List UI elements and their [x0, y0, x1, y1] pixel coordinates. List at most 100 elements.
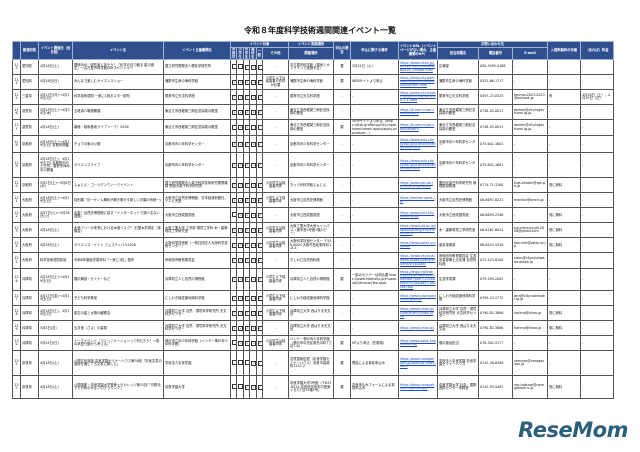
contact-tel: 079-559-2002: [477, 268, 513, 292]
page-title: 令和８年度科学技術週間関連イベント一覧: [244, 26, 396, 35]
event-name: 五月食（さよ）の星祭: [72, 320, 164, 337]
event-url[interactable]: https://e-omi-muse.com/tanken/: [397, 104, 438, 121]
event-name: 展示解説・セミナーなど: [72, 268, 164, 292]
checked-box-icon: ✓: [257, 197, 262, 203]
checked-box-icon: ✓: [238, 94, 243, 100]
checked-box-icon: ✓: [232, 295, 236, 301]
checked-box-icon: ✓: [238, 182, 243, 188]
row-number: 125: [12, 252, 21, 270]
target-other: -: [261, 320, 289, 337]
checked-box-icon: ✓: [257, 384, 262, 390]
fee: -: [579, 375, 614, 400]
free-admission: -: [546, 252, 581, 270]
fee: -: [579, 207, 614, 224]
free-admission: -: [546, 59, 581, 76]
checked-box-icon: ✓: [244, 79, 249, 85]
target-other: -: [261, 375, 289, 400]
row-number: 116: [12, 104, 21, 121]
event-url[interactable]: https://www.edu.city.kyoto.jp/science/ev…: [397, 135, 438, 154]
checked-box-icon: ✓: [257, 227, 262, 233]
checked-box-icon: ✓: [238, 197, 243, 203]
venue: 兵庫県立人と自然の博物館: [287, 268, 334, 292]
event-url[interactable]: https://www.kobe-kagakukan.jp/: [397, 335, 438, 352]
organizer: 国立研究開発法人量子科学技術研究開発機構 関西光量子科学研究所: [163, 177, 231, 194]
row-number: 126: [12, 268, 21, 292]
event-name: 出張！自然史博物館に探す「インターネットで調べるない図鑑」: [72, 207, 164, 224]
table-row: 125 大阪府 科学技術週間前後 令和8年度版学習資料「一家に1枚」配布 岸和田市教育委…: [12, 252, 614, 270]
checked-box-icon: ✓: [232, 242, 236, 248]
free-admission: -: [546, 152, 581, 179]
checked-box-icon: ✓: [244, 340, 249, 346]
prefecture: 奈良県: [20, 350, 39, 377]
unchecked-box-icon: [232, 212, 236, 218]
event-date: 3月28日(土)〜4月30日(木): [38, 104, 73, 121]
events-table: 都道府県 イベント開催日（会日程） イベント名 イベント主催機関名 イベント対象…: [12, 40, 614, 400]
table-row: 127 兵庫県 4月17日(金)〜4月19日(日) 子ども科学教室 にしわき経緯度地球科…: [12, 290, 614, 307]
row-number: 117: [12, 119, 21, 137]
venue: 大阪工業大学大宮キャンパス（東学舎3号館1階ロビー）: [287, 222, 334, 239]
checked-box-icon: ✓: [257, 360, 262, 366]
fee: -: [579, 59, 614, 76]
contact-dept: 京都市青少年科学センター: [436, 152, 479, 179]
table-body: 113 愛知県 4月18日(土) 理研DAY：研究者と話そう！「化学の目で観る 星の誕…: [12, 59, 614, 400]
col-header-free: 入館料無料の有無: [546, 40, 581, 61]
event-url[interactable]: https://www.nhao.jp/: [397, 320, 438, 337]
event-url[interactable]: https://www.naragakuen.jp/seminar/index.…: [397, 350, 438, 377]
col-header-apply-note: 申込に関する備考: [349, 40, 399, 61]
event-url[interactable]: https://www.hitohaku.jp/MusePub/EventCal…: [397, 268, 438, 292]
event-url[interactable]: https://www.riken.jp/pr/events/events/20…: [397, 59, 438, 76]
event-url[interactable]: https://www.nishiwaki-cs.or.jp/tera/: [397, 290, 438, 307]
apply-note: WEBサイトより申込: [349, 74, 399, 91]
checked-box-icon: ✓: [251, 227, 255, 233]
checked-box-icon: ✓: [232, 277, 236, 283]
apply-required: 要: [332, 74, 351, 91]
event-url[interactable]: https://www.oml.city.osaka.lg.jp/: [397, 207, 438, 224]
event-name: トークイベント「コミュニケーションって何だろう？〜魚の求愛行動から考える」: [72, 335, 164, 352]
apply-note: 市HPサイトより申込（https://ttzk.graffer.jp/city-…: [349, 119, 399, 137]
checked-box-icon: ✓: [257, 258, 262, 264]
event-url[interactable]: https://www.naragakuen-u.jp/college/: [397, 375, 438, 400]
apply-note: -: [349, 135, 399, 154]
organizer: 奈良学園大学: [163, 375, 231, 400]
contact-tel: 06-6659-2346: [477, 207, 513, 224]
target-other: -: [261, 104, 289, 121]
event-date: 科学技術週間前後: [38, 252, 73, 270]
checked-box-icon: ✓: [244, 325, 249, 331]
prefecture: 兵庫県: [20, 320, 39, 337]
row-number: 131: [12, 350, 21, 377]
event-url[interactable]: https://www.oit.ac.jp/japanese/eng/env/i…: [397, 222, 438, 239]
apply-note: -: [349, 252, 399, 270]
event-name: 木造フリーの未来における木造リスク？-石屋木材測定（体験会）: [72, 222, 164, 239]
event-url[interactable]: https://www.edu.city.kyoto.jp/science/ev…: [397, 152, 438, 179]
checked-box-icon: ✓: [244, 277, 249, 283]
apply-required: -: [332, 237, 351, 254]
unchecked-box-icon: [238, 384, 243, 390]
event-url[interactable]: https://tankan.apha.jp/: [397, 192, 438, 209]
prefecture: 京都府: [20, 177, 39, 194]
event-url[interactable]: https://www.ostec.or.jp/pop/: [397, 237, 438, 254]
apply-note: -: [349, 177, 399, 194]
event-url[interactable]: https://www.city.gamagori.lg.jp/site/kag…: [397, 74, 438, 91]
organizer: 兵庫県立大学 自然・環境科学研究所 天文科学センター: [163, 320, 231, 337]
event-name: 理研DAY：研究者と話そう！「化学の目で観る 星の誕生」〜名古屋市科学館DAYス…: [72, 59, 164, 76]
checked-box-icon: ✓: [244, 227, 249, 233]
contact-dept: 広報部: [436, 59, 479, 76]
venue: 東近江市西堀榮三郎記念探検の殿堂: [287, 104, 334, 121]
event-url[interactable]: https://www.city.owase.lg.jp/events/even…: [397, 89, 438, 106]
contact-tel: 0748-45-0011: [477, 104, 513, 121]
contact-tel: 075-642-1601: [477, 152, 513, 179]
target-elementary-cell: ✓: [236, 119, 244, 137]
checked-box-icon: ✓: [251, 162, 255, 168]
event-url[interactable]: https://www.qst.go.jp/site/kids-photon/: [397, 177, 438, 194]
unchecked-box-icon: [238, 360, 243, 366]
fee: -: [579, 104, 614, 121]
event-url[interactable]: https://www.city.kishiwada.osaka.jp/site…: [397, 252, 438, 270]
checked-box-icon: ✓: [232, 227, 236, 233]
venue: 東近江市西堀榮三郎記念探検の殿堂: [287, 119, 334, 137]
event-url[interactable]: https://e-omi-muse.com/tanken/: [397, 119, 438, 137]
event-url[interactable]: https://www.nhao.jp/nhao/event/index.htm…: [397, 305, 438, 322]
prefecture: 滋賀県: [20, 104, 39, 121]
row-number: 128: [12, 305, 21, 322]
checked-box-icon: ✓: [244, 162, 249, 168]
target-other: -: [261, 119, 289, 137]
